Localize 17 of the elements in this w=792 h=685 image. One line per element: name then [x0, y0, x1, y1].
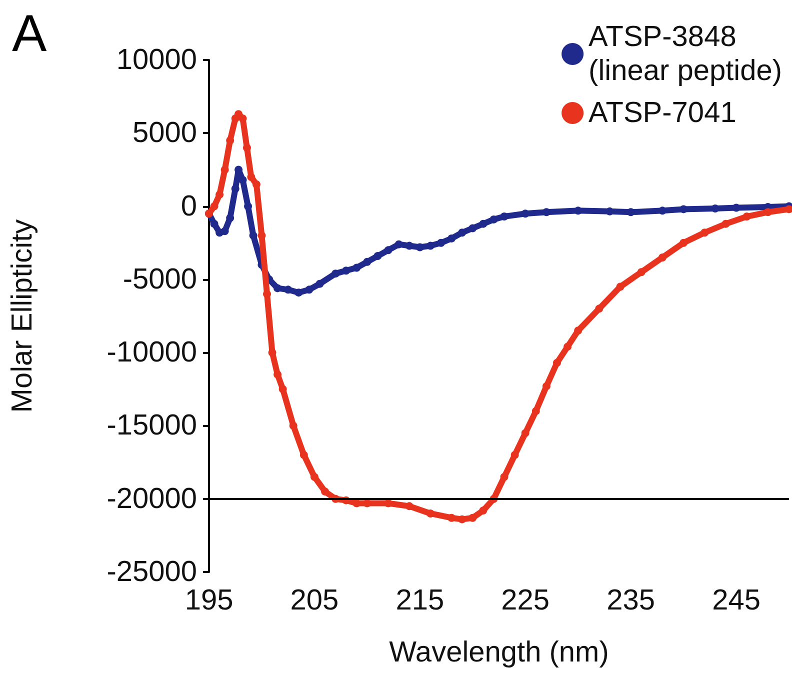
- x-tick-label: 245: [712, 584, 760, 616]
- x-tick-label: 235: [606, 584, 656, 616]
- x-tick-label: 215: [396, 584, 444, 616]
- y-tick-label: 0: [180, 190, 197, 222]
- legend-label: ATSP-7041: [588, 97, 736, 129]
- x-tick-label: 205: [290, 584, 339, 616]
- y-tick-label: -10000: [106, 336, 197, 369]
- y-tick-label: 10000: [116, 44, 197, 76]
- y-axis-title: Molar Ellipticity: [6, 218, 38, 413]
- x-axis-title: Wavelength (nm): [389, 636, 609, 668]
- y-tick-label: -15000: [106, 410, 197, 442]
- text: A: [12, 5, 47, 63]
- legend-label: ATSP-3848 (linear peptide): [588, 21, 782, 87]
- y-tick-label: -20000: [106, 482, 197, 515]
- y-tick-label: -5000: [122, 263, 197, 296]
- y-tick-label: 5000: [132, 117, 197, 150]
- x-tick-label: 225: [501, 584, 550, 616]
